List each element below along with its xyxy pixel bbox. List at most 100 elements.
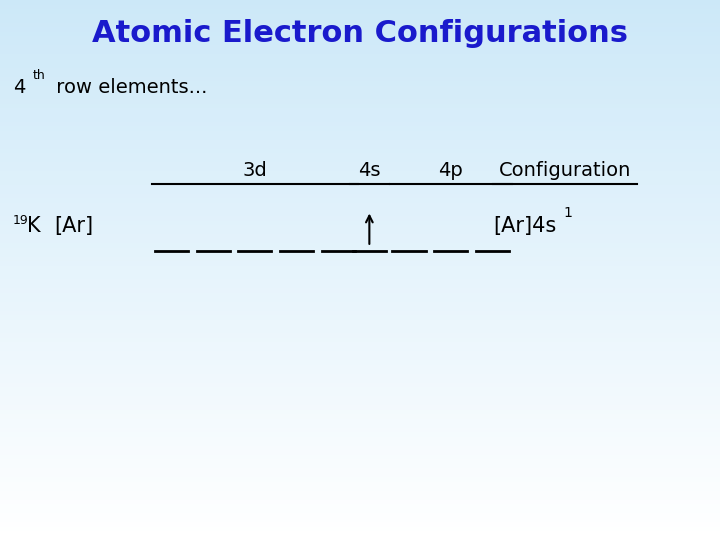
Bar <box>0 401 720 405</box>
Bar <box>0 310 720 315</box>
Bar <box>0 193 720 198</box>
Bar <box>0 374 720 378</box>
Bar <box>0 266 720 270</box>
Bar <box>0 405 720 409</box>
Bar <box>0 85 720 90</box>
Text: 4s: 4s <box>358 161 381 180</box>
Bar <box>0 68 720 72</box>
Bar <box>0 225 720 229</box>
Bar <box>0 158 720 162</box>
Bar <box>0 274 720 279</box>
Bar <box>0 72 720 77</box>
Bar <box>0 220 720 225</box>
Bar <box>0 517 720 522</box>
Bar <box>0 153 720 158</box>
Bar <box>0 171 720 176</box>
Text: th: th <box>33 69 46 82</box>
Bar <box>0 131 720 135</box>
Bar <box>0 355 720 360</box>
Bar <box>0 409 720 414</box>
Bar <box>0 94 720 99</box>
Bar <box>0 126 720 131</box>
Bar <box>0 333 720 338</box>
Bar <box>0 418 720 423</box>
Bar <box>0 212 720 216</box>
Text: 4: 4 <box>13 78 25 97</box>
Bar <box>0 104 720 108</box>
Bar <box>0 58 720 63</box>
Bar <box>0 513 720 517</box>
Bar <box>0 139 720 144</box>
Text: 3d: 3d <box>243 161 267 180</box>
Bar <box>0 382 720 387</box>
Bar <box>0 490 720 495</box>
Bar <box>0 247 720 252</box>
Bar <box>0 436 720 441</box>
Bar <box>0 216 720 220</box>
Bar <box>0 270 720 274</box>
Bar <box>0 189 720 193</box>
Bar <box>0 509 720 513</box>
Bar <box>0 50 720 54</box>
Bar <box>0 472 720 477</box>
Bar <box>0 504 720 509</box>
Bar <box>0 135 720 139</box>
Bar <box>0 338 720 342</box>
Bar <box>0 428 720 432</box>
Bar <box>0 297 720 301</box>
Bar <box>0 31 720 36</box>
Text: [Ar]4s: [Ar]4s <box>493 216 557 236</box>
Bar <box>0 342 720 347</box>
Bar <box>0 347 720 351</box>
Bar <box>0 176 720 180</box>
Text: Atomic Electron Configurations: Atomic Electron Configurations <box>92 19 628 48</box>
Bar <box>0 378 720 382</box>
Text: 1: 1 <box>564 206 572 220</box>
Bar <box>0 463 720 468</box>
Text: 4p: 4p <box>438 161 463 180</box>
Bar <box>0 522 720 526</box>
Bar <box>0 306 720 310</box>
Bar <box>0 423 720 428</box>
Bar <box>0 414 720 418</box>
Bar <box>0 63 720 68</box>
Bar <box>0 261 720 266</box>
Bar <box>0 536 720 540</box>
Bar <box>0 202 720 207</box>
Bar <box>0 234 720 239</box>
Bar <box>0 166 720 171</box>
Text: row elements...: row elements... <box>50 78 208 97</box>
Bar <box>0 9 720 14</box>
Bar <box>0 23 720 27</box>
Text: Configuration: Configuration <box>499 161 631 180</box>
Bar <box>0 477 720 482</box>
Bar <box>0 324 720 328</box>
Bar <box>0 117 720 122</box>
Bar <box>0 108 720 112</box>
Bar <box>0 243 720 247</box>
Bar <box>0 180 720 185</box>
Bar <box>0 500 720 504</box>
Bar <box>0 252 720 256</box>
Bar <box>0 81 720 85</box>
Bar <box>0 230 720 234</box>
Bar <box>0 36 720 40</box>
Text: K: K <box>27 216 41 236</box>
Bar <box>0 455 720 459</box>
Bar <box>0 288 720 293</box>
Bar <box>0 0 720 4</box>
Bar <box>0 441 720 445</box>
Bar <box>0 328 720 333</box>
Bar <box>0 279 720 284</box>
Text: [Ar]: [Ar] <box>54 216 93 236</box>
Bar <box>0 18 720 23</box>
Bar <box>0 432 720 436</box>
Bar <box>0 396 720 401</box>
Bar <box>0 54 720 58</box>
Bar <box>0 284 720 288</box>
Bar <box>0 369 720 374</box>
Bar <box>0 207 720 212</box>
Bar <box>0 256 720 261</box>
Bar <box>0 90 720 94</box>
Bar <box>0 185 720 189</box>
